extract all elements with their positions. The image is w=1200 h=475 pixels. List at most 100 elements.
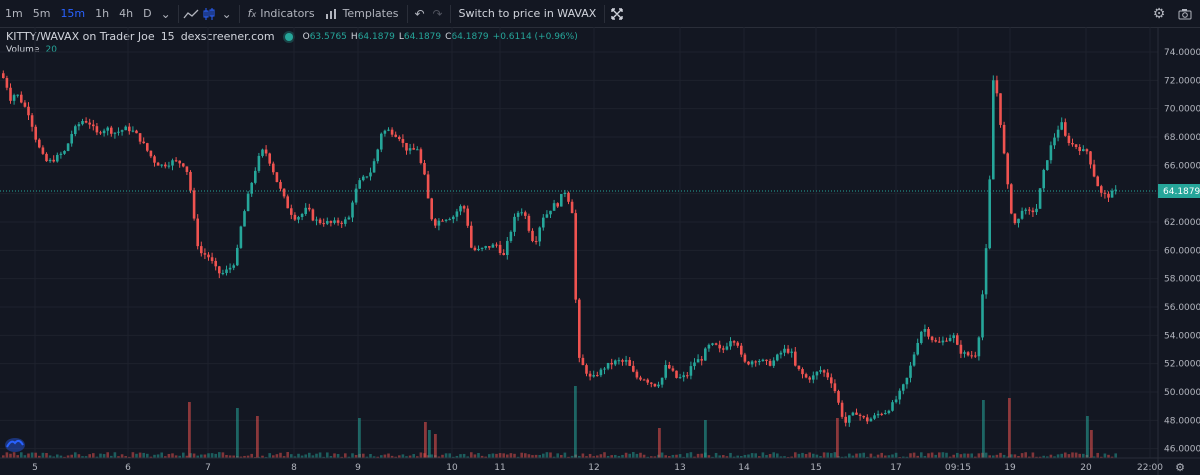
camera-icon[interactable] <box>1176 5 1194 23</box>
volume-bar <box>1024 452 1027 458</box>
redo-icon[interactable]: ↷ <box>432 6 443 21</box>
volume-bar <box>459 454 462 458</box>
candle-body <box>156 162 160 166</box>
candle-body <box>1038 188 1042 209</box>
volume-bar <box>952 454 955 458</box>
volume-bar <box>801 452 804 458</box>
volume-bar <box>837 456 840 458</box>
candle-body <box>56 154 59 162</box>
candle-body <box>282 188 286 197</box>
candle-body <box>470 225 473 248</box>
volume-bar <box>362 453 365 458</box>
volume-bar <box>848 453 851 458</box>
candle-body <box>452 216 455 220</box>
candle-body <box>524 212 527 216</box>
interval-1h[interactable]: 1h <box>95 7 110 20</box>
candle-body <box>509 231 513 241</box>
fullscreen-icon[interactable] <box>608 5 626 23</box>
interval-15m[interactable]: 15m <box>60 7 86 20</box>
time-tick-label: 5 <box>32 463 38 473</box>
candle-body <box>290 208 293 215</box>
candle-body <box>344 219 347 224</box>
volume-bar <box>628 453 631 458</box>
volume-bar <box>927 453 930 458</box>
volume-bar <box>34 452 37 458</box>
candle-body <box>236 247 239 266</box>
interval-D[interactable]: D <box>143 7 152 20</box>
time-tick-label: 09:15 <box>945 463 971 473</box>
candle-body <box>254 170 257 183</box>
candle-body <box>315 219 318 221</box>
volume-spike <box>188 402 191 458</box>
candle-body <box>484 246 487 248</box>
volume-bar <box>99 453 102 458</box>
candle-body <box>149 150 153 157</box>
volume-bar <box>498 453 502 458</box>
candle-body <box>754 361 757 363</box>
volume-bar <box>63 456 66 458</box>
volume-bar <box>725 456 729 458</box>
candle-body <box>560 194 563 207</box>
volume-bar <box>221 452 225 458</box>
volume-bar <box>1078 453 1081 458</box>
indicators-button[interactable]: fx Indicators <box>243 0 320 27</box>
candle-body <box>318 219 322 224</box>
candle-body <box>1028 209 1031 211</box>
candle-body <box>462 206 466 209</box>
price-tick-label: 50.0000 <box>1164 388 1200 398</box>
candle-body <box>995 80 999 94</box>
volume-bar <box>686 453 689 458</box>
volume-bar <box>23 455 27 458</box>
volume-bar <box>520 452 523 458</box>
volume-bar <box>711 456 714 458</box>
candle-body <box>992 80 995 180</box>
candle-body <box>930 336 934 341</box>
candle-body <box>466 208 469 226</box>
volume-bar <box>815 454 819 458</box>
volume-bar <box>732 456 736 458</box>
candle-body <box>434 219 437 226</box>
volume-bar <box>1107 454 1110 458</box>
candle-body <box>16 94 19 96</box>
candle-body <box>102 130 106 134</box>
candle-body <box>941 340 945 343</box>
chevron-down-icon[interactable]: ⌄ <box>160 6 171 21</box>
chevron-down-icon[interactable]: ⌄ <box>221 6 232 21</box>
candle-body <box>250 182 253 194</box>
line-chart-icon[interactable] <box>182 5 200 23</box>
candle-body <box>614 360 617 365</box>
candle-body <box>988 179 991 249</box>
volume-bar <box>1017 455 1020 458</box>
templates-button[interactable]: Templates <box>320 0 404 27</box>
candles-icon[interactable] <box>200 5 218 23</box>
candle-body <box>369 172 372 177</box>
volume-bar <box>621 454 624 458</box>
volume-bar <box>524 453 527 458</box>
interval-5m[interactable]: 5m <box>32 7 51 20</box>
volume-bar <box>376 456 379 458</box>
volume-bar <box>754 453 757 458</box>
candle-body <box>146 143 149 151</box>
gear-icon[interactable]: ⚙ <box>1152 5 1166 22</box>
volume-bar <box>27 453 30 458</box>
candle-body <box>599 369 603 376</box>
price-tick-label: 64.0000 <box>1164 190 1200 200</box>
templates-label: Templates <box>342 7 399 20</box>
volume-bar <box>333 453 336 458</box>
switch-price-button[interactable]: Switch to price in WAVAX <box>458 7 597 20</box>
candle-body <box>707 344 711 349</box>
volume-bar <box>970 453 973 458</box>
interval-4h[interactable]: 4h <box>119 7 134 20</box>
candle-body <box>498 244 502 254</box>
volume-bar <box>351 453 354 458</box>
undo-icon[interactable]: ↶ <box>414 6 425 21</box>
volume-bar <box>84 456 88 458</box>
interval-1m[interactable]: 1m <box>5 7 23 20</box>
candle-body <box>1092 164 1096 177</box>
toolbar-divider <box>449 4 451 23</box>
candle-body <box>884 413 887 415</box>
volume-bar <box>92 453 95 458</box>
volume-bar <box>254 456 257 458</box>
candle-body <box>336 220 340 223</box>
